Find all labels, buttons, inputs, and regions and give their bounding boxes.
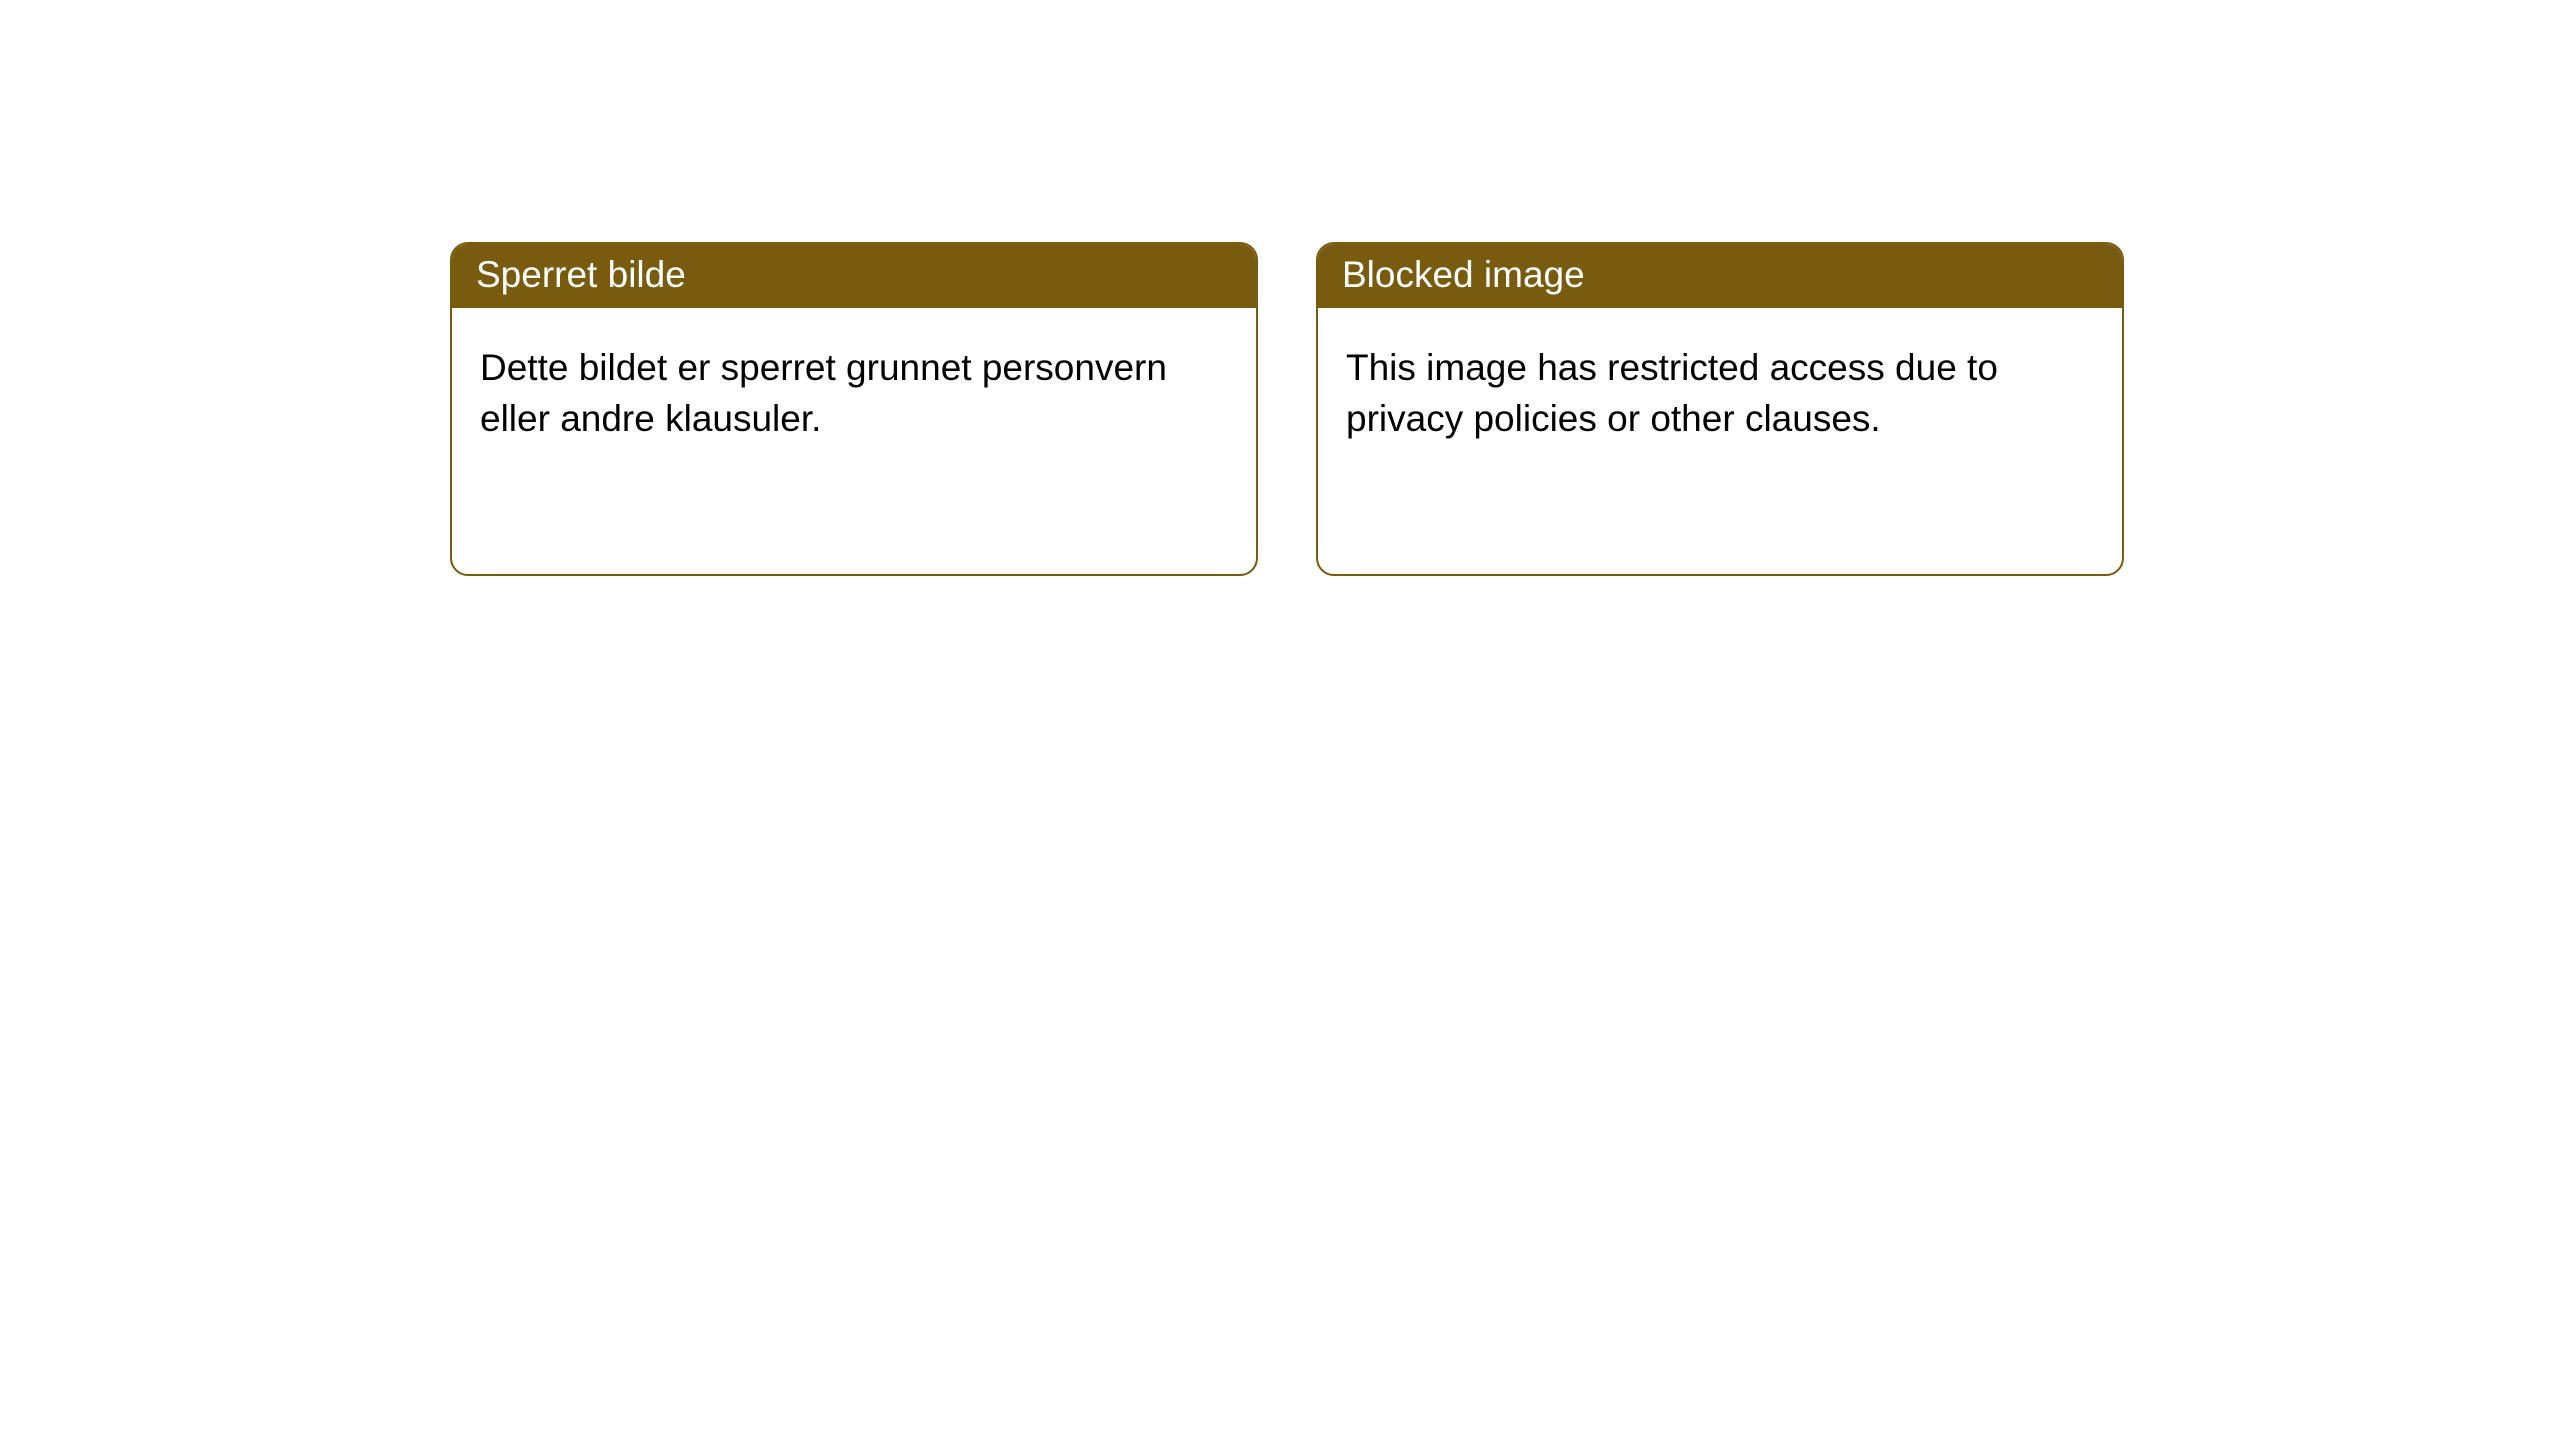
notice-container: Sperret bilde Dette bildet er sperret gr… — [450, 242, 2560, 576]
notice-card-english: Blocked image This image has restricted … — [1316, 242, 2124, 576]
notice-card-norwegian: Sperret bilde Dette bildet er sperret gr… — [450, 242, 1258, 576]
notice-title-norwegian: Sperret bilde — [452, 244, 1256, 308]
notice-title-english: Blocked image — [1318, 244, 2122, 308]
notice-body-norwegian: Dette bildet er sperret grunnet personve… — [452, 308, 1256, 478]
notice-body-english: This image has restricted access due to … — [1318, 308, 2122, 478]
